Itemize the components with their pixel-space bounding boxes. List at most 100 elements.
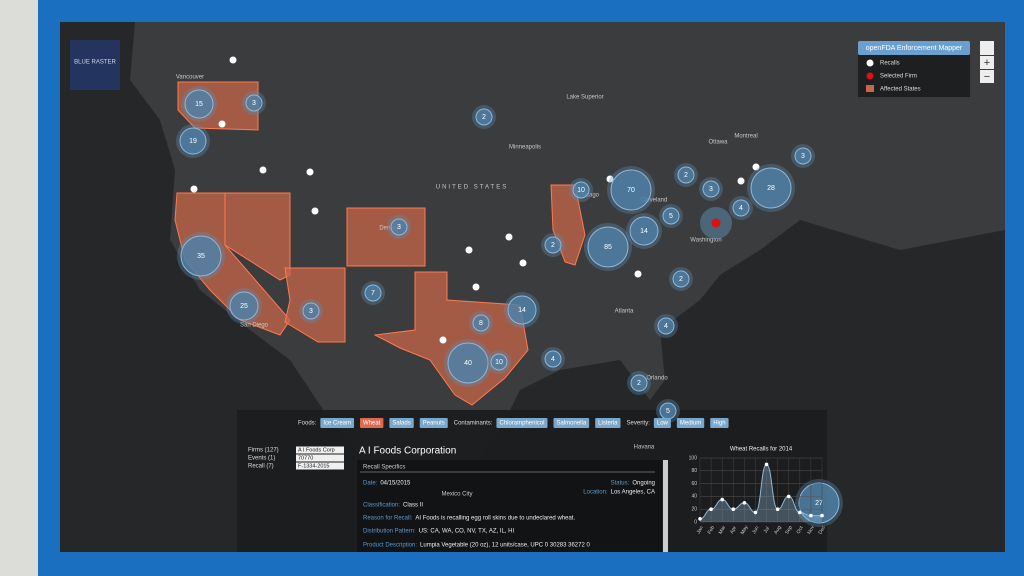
cluster[interactable] — [750, 167, 792, 209]
point — [809, 513, 813, 518]
cluster[interactable] — [794, 147, 812, 165]
cluster-count: 5 — [669, 213, 673, 220]
cluster[interactable] — [677, 166, 695, 184]
cluster-count: 3 — [252, 100, 256, 107]
legend-body — [858, 55, 970, 97]
cluster[interactable] — [302, 302, 320, 320]
point — [820, 513, 824, 518]
cluster-count: 19 — [189, 138, 197, 145]
filter-label: Contaminants: — [454, 421, 493, 427]
field-label: Distribution Pattern: — [363, 529, 416, 535]
legend-swatch — [866, 59, 874, 67]
cluster[interactable] — [390, 218, 408, 236]
cluster[interactable] — [475, 108, 493, 126]
selector-value: F-1334-2015 — [298, 463, 330, 469]
cluster[interactable] — [490, 353, 508, 371]
cluster[interactable] — [472, 314, 490, 332]
filter-button[interactable] — [419, 418, 448, 428]
cluster[interactable] — [732, 199, 750, 217]
y-tick-label: 100 — [689, 455, 698, 461]
filter-button[interactable] — [496, 418, 548, 428]
cluster[interactable] — [229, 291, 259, 321]
state-nv — [224, 192, 291, 281]
cluster[interactable] — [702, 180, 720, 198]
cluster[interactable] — [245, 94, 263, 112]
fullscreen-button[interactable] — [980, 41, 994, 55]
cluster[interactable] — [544, 350, 562, 368]
point — [731, 507, 736, 512]
cluster[interactable] — [657, 317, 675, 335]
cluster[interactable] — [507, 295, 537, 325]
point — [720, 497, 724, 502]
cluster[interactable] — [798, 482, 840, 524]
cluster[interactable] — [544, 236, 562, 254]
zoom-out[interactable] — [980, 70, 994, 83]
filter-button[interactable] — [653, 418, 671, 428]
scrollbar[interactable] — [663, 460, 668, 552]
x-tick-label: May — [740, 524, 750, 536]
selector-value: 70770 — [298, 455, 313, 461]
cluster[interactable] — [180, 235, 222, 277]
zoom-in-label: + — [984, 57, 990, 69]
x-tick-label: Dec — [817, 524, 827, 535]
map-label: UNITED STATES — [436, 185, 508, 191]
cluster[interactable] — [629, 216, 659, 246]
selected-firm[interactable] — [711, 218, 721, 228]
zoom-out-label: − — [984, 71, 990, 83]
filter-button[interactable] — [360, 418, 384, 428]
selector[interactable] — [296, 446, 344, 454]
cluster[interactable] — [184, 89, 214, 119]
x-tick-label: Jul — [763, 526, 771, 535]
map-label: Vancouver — [176, 75, 204, 81]
cluster[interactable] — [364, 284, 382, 302]
filter-button-label: Listeria — [598, 421, 618, 427]
filter-button[interactable] — [676, 418, 705, 428]
point — [798, 510, 802, 515]
selector[interactable] — [296, 462, 344, 470]
cluster-count: 4 — [739, 205, 743, 212]
cluster[interactable] — [662, 207, 680, 225]
filter-button[interactable] — [320, 418, 355, 428]
selector-label: Firms (127) — [248, 448, 279, 454]
map-label: Washington — [690, 238, 721, 244]
cluster-count: 10 — [577, 187, 585, 194]
cluster[interactable] — [587, 226, 629, 268]
details-box — [357, 460, 662, 552]
filter-button[interactable] — [710, 418, 729, 428]
cluster-count: 14 — [518, 307, 526, 314]
line-area — [700, 464, 822, 522]
selector[interactable] — [296, 454, 344, 462]
cluster[interactable] — [630, 374, 648, 392]
cluster[interactable] — [672, 270, 690, 288]
filter-button[interactable] — [389, 418, 414, 428]
field-label: Date: — [363, 481, 378, 487]
cluster-count: 28 — [767, 185, 775, 192]
filter-button[interactable] — [553, 418, 590, 428]
point — [709, 507, 713, 512]
cluster-count: 2 — [637, 380, 641, 387]
legend-swatch — [866, 85, 874, 92]
cluster[interactable] — [572, 181, 590, 199]
field-value: Los Angeles, CA — [611, 490, 655, 496]
cluster-count: 2 — [679, 276, 683, 283]
cluster-count: 15 — [195, 101, 203, 108]
cluster-count: 2 — [482, 114, 486, 121]
cluster[interactable] — [447, 342, 489, 384]
field-value: Lumpia Vegetable (20 oz), 12 units/case,… — [420, 543, 590, 549]
cluster[interactable] — [610, 169, 652, 211]
cluster-count: 8 — [479, 320, 483, 327]
filter-button-label: Salads — [392, 421, 410, 427]
filter-button[interactable] — [595, 418, 621, 428]
filter-button-label: Low — [657, 421, 669, 427]
cluster-count: 85 — [604, 244, 612, 251]
cluster[interactable] — [179, 127, 207, 155]
filter-button-label: Medium — [680, 421, 701, 427]
cluster-count: 10 — [495, 359, 503, 366]
filter-button-label: Peanuts — [423, 421, 445, 427]
field-label: Location: — [583, 490, 608, 496]
zoom-in[interactable] — [980, 56, 994, 69]
cluster-count: 4 — [551, 356, 555, 363]
x-tick-label: Oct — [796, 525, 805, 535]
cluster-count: 7 — [371, 290, 375, 297]
